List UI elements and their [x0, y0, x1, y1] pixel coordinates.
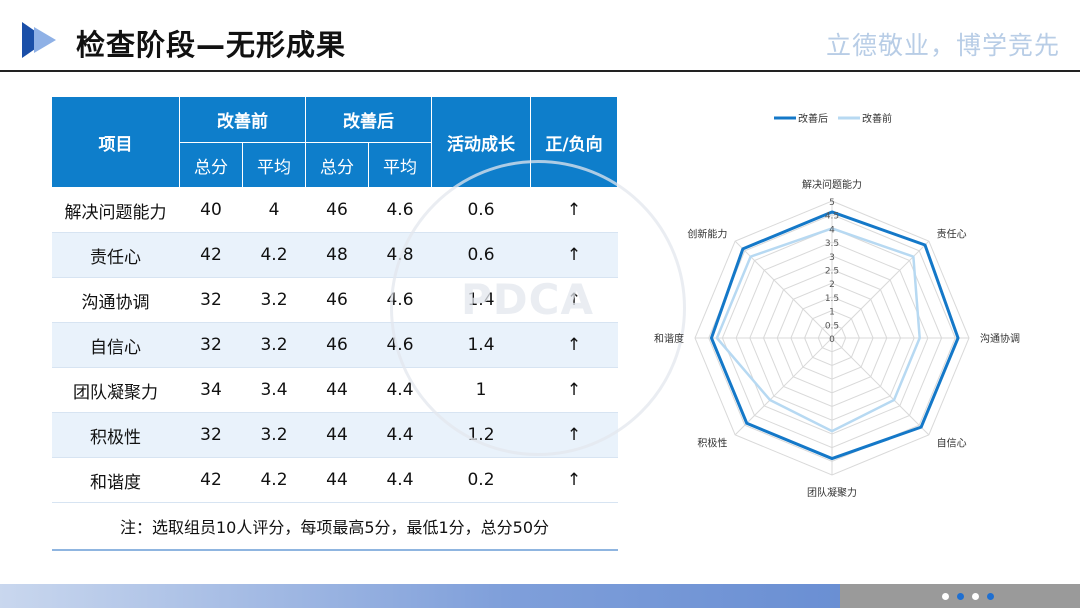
growth-cell: 0.2	[431, 457, 531, 503]
radar-tick-label: 0.5	[825, 321, 839, 331]
row-name: 自信心	[51, 322, 180, 368]
note-row: 注：选取组员10人评分，每项最高5分，最低1分，总分50分	[51, 502, 618, 551]
direction-cell: ↑	[530, 457, 618, 503]
after-total-cell: 44	[305, 457, 369, 503]
header-growth: 活动成长	[431, 96, 531, 188]
after-total-cell: 46	[305, 277, 369, 323]
page-indicator-dots	[942, 593, 994, 600]
radar-tick-label: 2	[829, 280, 835, 290]
before-total-cell: 32	[179, 277, 243, 323]
table-row: 和谐度 42 4.2 44 4.4 0.2 ↑	[51, 457, 618, 503]
after-total-cell: 44	[305, 412, 369, 458]
after-total-cell: 44	[305, 367, 369, 413]
pdca-watermark-seal: PDCA	[390, 160, 686, 456]
radar-tick-label: 3	[829, 253, 835, 263]
before-avg-cell: 3.2	[242, 322, 306, 368]
before-total-cell: 40	[179, 187, 243, 233]
header-before-total: 总分	[179, 142, 243, 188]
radar-category-label: 团队凝聚力	[807, 486, 857, 499]
footer-gradient-band	[0, 584, 840, 608]
before-avg-cell: 3.2	[242, 277, 306, 323]
radar-tick-label: 0	[829, 335, 835, 345]
radar-category-label: 责任心	[937, 227, 967, 240]
radar-category-label: 创新能力	[687, 227, 727, 240]
radar-series-line	[709, 210, 960, 461]
radar-category-label: 积极性	[697, 437, 727, 450]
after-avg-cell: 4.4	[368, 412, 432, 458]
row-name: 沟通协调	[51, 277, 180, 323]
page-dot	[972, 593, 979, 600]
header-before-avg: 平均	[242, 142, 306, 188]
before-total-cell: 32	[179, 322, 243, 368]
radar-tick-label: 4.5	[825, 212, 839, 222]
header-item: 项目	[51, 96, 180, 188]
row-name: 积极性	[51, 412, 180, 458]
page-dot	[957, 593, 964, 600]
radar-chart: 0 0.5 1 1.5 2 2.5 3 3.5 4 4.5 5 解决问题能力责任心沟通协调自信心团队凝…	[654, 112, 1020, 499]
row-name: 和谐度	[51, 457, 180, 503]
after-avg-cell: 4.4	[368, 457, 432, 503]
slide-header: 检查阶段—无形成果 立德敬业，博学竞先	[0, 0, 1080, 72]
radar-series-line	[715, 227, 921, 433]
before-avg-cell: 3.2	[242, 412, 306, 458]
legend-label: 改善后	[798, 112, 828, 125]
after-total-cell: 46	[305, 322, 369, 368]
radar-spoke	[734, 337, 833, 436]
motto-text: 立德敬业，博学竞先	[825, 31, 1060, 60]
header-before: 改善前	[179, 96, 306, 143]
header-after: 改善后	[305, 96, 432, 143]
radar-spoke	[831, 337, 930, 436]
radar-category-label: 解决问题能力	[802, 178, 862, 191]
legend-label: 改善前	[862, 112, 892, 125]
page-dot	[987, 593, 994, 600]
before-avg-cell: 3.4	[242, 367, 306, 413]
radar-category-label: 和谐度	[654, 332, 684, 345]
radar-tick-label: 3.5	[825, 239, 839, 249]
radar-tick-label: 5	[829, 198, 835, 208]
before-avg-cell: 4.2	[242, 232, 306, 278]
table-note: 注：选取组员10人评分，每项最高5分，最低1分，总分50分	[51, 502, 618, 551]
radar-tick-label: 2.5	[825, 267, 839, 277]
after-total-cell: 48	[305, 232, 369, 278]
after-total-cell: 46	[305, 187, 369, 233]
radar-category-label: 沟通协调	[980, 332, 1020, 345]
footer-bar	[0, 584, 1080, 608]
page-dot	[942, 593, 949, 600]
header-after-total: 总分	[305, 142, 369, 188]
radar-category-label: 自信心	[937, 437, 967, 450]
header-after-avg: 平均	[368, 142, 432, 188]
row-name: 责任心	[51, 232, 180, 278]
before-avg-cell: 4	[242, 187, 306, 233]
radar-tick-label: 1	[829, 308, 835, 318]
radar-tick-label: 1.5	[825, 294, 839, 304]
before-total-cell: 32	[179, 412, 243, 458]
before-avg-cell: 4.2	[242, 457, 306, 503]
row-name: 解决问题能力	[51, 187, 180, 233]
row-name: 团队凝聚力	[51, 367, 180, 413]
watermark-text: PDCA	[461, 275, 594, 324]
before-total-cell: 42	[179, 232, 243, 278]
before-total-cell: 34	[179, 367, 243, 413]
double-chevron-logo-icon	[22, 22, 56, 58]
before-total-cell: 42	[179, 457, 243, 503]
radar-tick-label: 4	[829, 225, 835, 235]
page-title: 检查阶段—无形成果	[76, 28, 347, 62]
header-divider	[0, 70, 1080, 72]
